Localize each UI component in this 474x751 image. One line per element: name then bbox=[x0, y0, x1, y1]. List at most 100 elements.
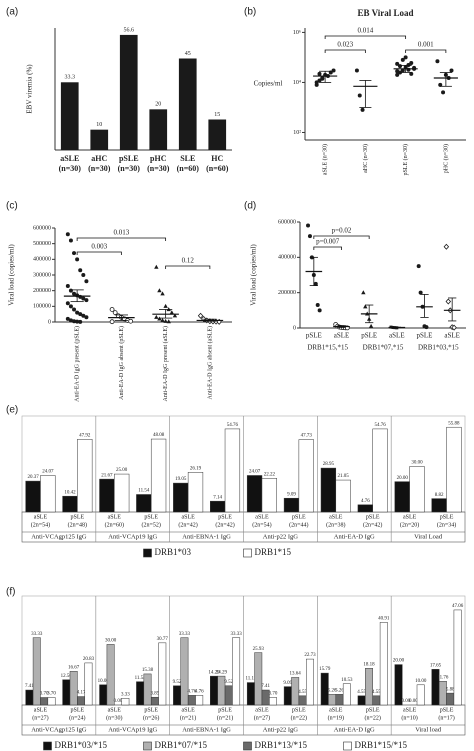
data-point bbox=[406, 62, 411, 67]
p-value: 0.003 bbox=[91, 243, 107, 251]
bar bbox=[357, 695, 366, 706]
x-tick-label: pSLE bbox=[144, 707, 158, 713]
data-point bbox=[363, 304, 368, 309]
panel-label: (a) bbox=[6, 7, 18, 18]
y-tick-label: 500000 bbox=[33, 241, 51, 247]
value-label: 24.07 bbox=[42, 470, 54, 475]
value-label: 19.05 bbox=[175, 477, 187, 482]
value-label: 0.00 bbox=[402, 699, 411, 704]
value-label: 4.76 bbox=[195, 690, 204, 695]
bar bbox=[121, 698, 130, 706]
data-point bbox=[361, 290, 366, 295]
data-point bbox=[128, 318, 134, 324]
bar bbox=[99, 478, 115, 513]
data-point bbox=[68, 238, 73, 243]
bar bbox=[77, 696, 86, 706]
value-label: 7.41 bbox=[261, 684, 270, 689]
bar bbox=[269, 697, 277, 706]
group-label: Anti-EBNA-1 IgG bbox=[182, 726, 231, 733]
x-tick-label: aSLE bbox=[181, 514, 195, 520]
data-point bbox=[317, 308, 322, 313]
y-tick-label: 0 bbox=[293, 325, 296, 331]
value-label: 12.50 bbox=[61, 674, 73, 679]
bar bbox=[173, 685, 181, 706]
x-tick-label: HC bbox=[211, 154, 223, 163]
value-label: 22.73 bbox=[304, 653, 316, 658]
data-point bbox=[400, 57, 405, 62]
group-label: Anti-EA-D IgG bbox=[334, 726, 375, 733]
legend-swatch bbox=[243, 741, 252, 751]
bar bbox=[224, 428, 241, 513]
value-label: 4.17 bbox=[77, 691, 86, 696]
value-label: 4.55 bbox=[357, 690, 366, 695]
data-point bbox=[84, 315, 89, 320]
data-point bbox=[68, 304, 73, 309]
data-point bbox=[75, 257, 80, 262]
bar bbox=[173, 482, 189, 513]
value-label: 33.33 bbox=[179, 632, 191, 637]
y-tick-label: 100000 bbox=[33, 304, 51, 310]
x-tick-label: (n=21) bbox=[180, 714, 196, 721]
bar bbox=[136, 494, 152, 513]
x-tick-label: aSLE bbox=[403, 707, 417, 713]
data-point bbox=[84, 298, 89, 303]
data-point bbox=[68, 288, 73, 293]
bar bbox=[224, 685, 233, 706]
bar bbox=[62, 495, 78, 513]
bar bbox=[210, 675, 218, 706]
data-point bbox=[403, 55, 408, 60]
x-tick-label: aSLE bbox=[329, 514, 343, 520]
value-label: 9.52 bbox=[173, 680, 182, 685]
bar bbox=[446, 426, 462, 513]
value-label: 0.00 bbox=[114, 699, 123, 704]
x-tick-label: aSLE bbox=[334, 332, 350, 340]
value-label: 10.00 bbox=[415, 679, 427, 684]
bar bbox=[158, 642, 167, 706]
legend-swatch bbox=[143, 741, 152, 751]
value-label: 21.67 bbox=[101, 473, 113, 478]
bar bbox=[335, 694, 344, 706]
x-tick-label: pSLE bbox=[440, 707, 454, 713]
value-label: 55.88 bbox=[448, 421, 460, 426]
value-label: 26.19 bbox=[190, 466, 202, 471]
value-label: 10.42 bbox=[64, 490, 76, 495]
value-label: 4.55 bbox=[372, 690, 381, 695]
data-point bbox=[68, 318, 73, 323]
bar bbox=[40, 697, 49, 706]
x-tick-label: Anti-EA-D IgG absent (pSLE) bbox=[118, 326, 125, 400]
x-tick-label: (2n=42) bbox=[215, 521, 234, 528]
x-tick-label: pSLE bbox=[119, 154, 139, 163]
data-point bbox=[81, 273, 86, 277]
p-value: 0.013 bbox=[114, 229, 130, 237]
x-tick-label: aSLE bbox=[60, 154, 79, 163]
y-axis-label: Copies/ml bbox=[254, 80, 283, 88]
x-tick-label: pHC (n=30) bbox=[442, 144, 449, 173]
value-label: 4.55 bbox=[298, 690, 307, 695]
data-point bbox=[78, 319, 83, 324]
value-label: 48.08 bbox=[153, 433, 165, 438]
data-point bbox=[65, 232, 70, 237]
value-label: 33.33 bbox=[31, 632, 43, 637]
x-tick-label: (n=30) bbox=[147, 164, 170, 173]
y-tick-label: 600000 bbox=[278, 219, 296, 225]
value-label: 20.00 bbox=[397, 476, 409, 481]
data-point bbox=[438, 82, 443, 87]
value-label: 15.38 bbox=[142, 668, 154, 673]
x-tick-label: pHC bbox=[150, 154, 167, 163]
x-tick-label: (n=27) bbox=[32, 714, 48, 721]
x-tick-label: (n=22) bbox=[365, 714, 381, 721]
value-label: 54.76 bbox=[227, 423, 239, 428]
x-tick-label: Anti-EA-D IgG present (aSLE) bbox=[162, 326, 169, 401]
x-tick-label: (2n=20) bbox=[400, 521, 419, 528]
x-tick-label: aSLE bbox=[108, 707, 122, 713]
bar bbox=[180, 637, 189, 706]
value-label: 33.3 bbox=[65, 75, 76, 81]
value-label: 11.54 bbox=[138, 489, 150, 494]
bar bbox=[119, 34, 138, 151]
x-tick-label: pSLE bbox=[144, 514, 158, 520]
data-point bbox=[72, 307, 77, 312]
value-label: 3.70 bbox=[269, 692, 278, 697]
data-point bbox=[357, 93, 362, 98]
p-value: 0.12 bbox=[182, 257, 195, 265]
bar bbox=[365, 668, 373, 706]
